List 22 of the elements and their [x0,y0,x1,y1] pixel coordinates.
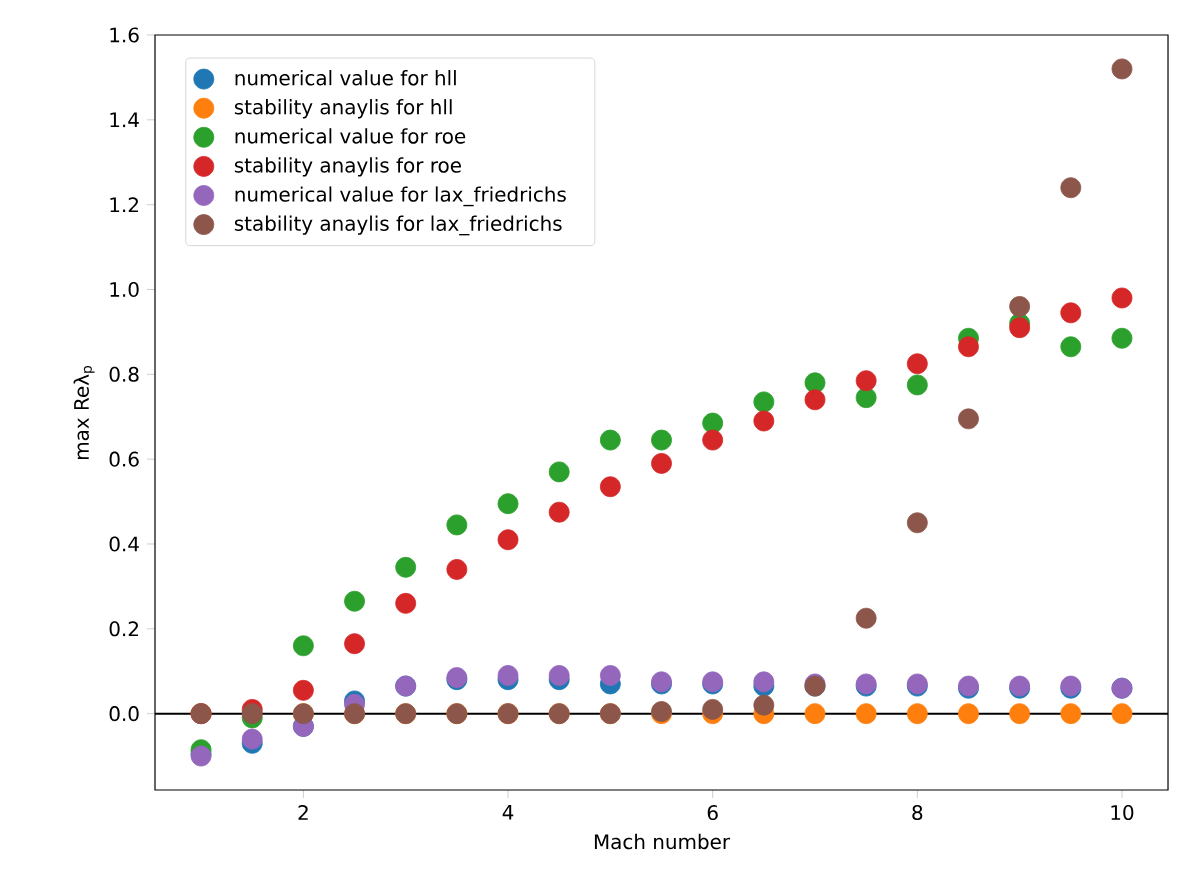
x-tick-label: 4 [502,805,514,820]
y-tick-label: 0.4 [109,536,139,552]
x-tick-label: 2 [298,805,308,820]
x-tick-label: 8 [912,805,923,821]
legend-label: numerical value for roe [235,128,466,144]
legend-label: stability anaylis for lax_friedrichs [234,215,562,236]
x-tick-label: 10 [1111,805,1134,821]
y-tick-label: 0.2 [109,621,138,637]
y-tick-label: 0.8 [109,366,139,382]
y-tick-label: 1.0 [110,281,139,298]
y-tick-label: 1.6 [110,27,139,43]
y-tick-label: 1.4 [110,112,139,128]
x-tick-label: 6 [707,805,718,821]
legend-label: numerical value for hll [235,70,456,86]
legend-label: numerical value for lax_friedrichs [235,186,566,207]
y-axis-title: max Reλ$_{p}$ [73,365,95,459]
y-tick-label: 1.2 [110,197,138,213]
y-tick-label: 0.6 [109,451,139,467]
y-tick-label: 0.0 [109,706,139,722]
legend-label: stability anaylis for hll [234,99,452,119]
x-axis-title: Mach number [594,833,731,850]
legend-label: stability anaylis for roe [234,157,461,177]
